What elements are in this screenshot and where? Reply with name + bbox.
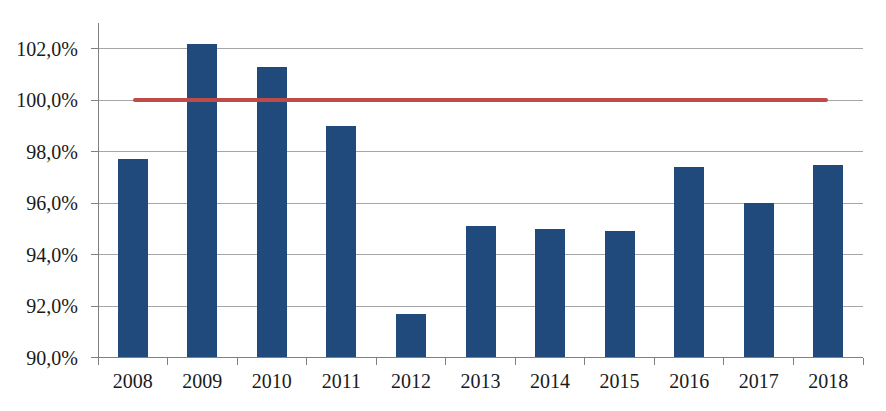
x-axis-tick (723, 358, 724, 365)
bar-2012 (396, 314, 426, 358)
y-axis-tick (91, 306, 98, 307)
bar-2011 (326, 126, 356, 358)
y-tick-label: 92,0% (0, 296, 78, 316)
y-axis-tick (91, 100, 98, 101)
y-axis-line (98, 23, 99, 358)
x-tick-label: 2017 (724, 370, 794, 392)
x-axis-tick (376, 358, 377, 365)
x-axis-tick (237, 358, 238, 365)
bar-2017 (744, 203, 774, 357)
reference-line (133, 98, 828, 102)
bar-2010 (257, 67, 287, 358)
x-axis-tick (445, 358, 446, 365)
x-tick-label: 2012 (376, 370, 446, 392)
x-tick-label: 2015 (585, 370, 655, 392)
y-tick-label: 96,0% (0, 193, 78, 213)
x-axis-tick (863, 358, 864, 365)
x-tick-label: 2018 (793, 370, 863, 392)
y-axis-tick (91, 203, 98, 204)
plot-area (98, 23, 863, 358)
bar-2016 (674, 167, 704, 357)
bar-2014 (535, 229, 565, 358)
x-axis-tick (584, 358, 585, 365)
x-axis-tick (793, 358, 794, 365)
y-axis-tick (91, 48, 98, 49)
x-tick-label: 2008 (98, 370, 168, 392)
y-tick-label: 102,0% (0, 39, 78, 59)
y-axis-tick (91, 151, 98, 152)
x-axis-tick (306, 358, 307, 365)
x-tick-label: 2013 (446, 370, 516, 392)
x-tick-label: 2009 (168, 370, 238, 392)
x-tick-label: 2016 (654, 370, 724, 392)
x-tick-label: 2011 (307, 370, 377, 392)
y-tick-label: 98,0% (0, 142, 78, 162)
y-tick-label: 90,0% (0, 348, 78, 368)
y-tick-label: 94,0% (0, 245, 78, 265)
bar-chart: 90,0% 92,0% 94,0% 96,0% 98,0% 100,0% 102,0% 200… (0, 0, 886, 411)
y-tick-label: 100,0% (0, 90, 78, 110)
bar-2013 (466, 226, 496, 357)
x-tick-label: 2014 (515, 370, 585, 392)
bar-2009 (187, 44, 217, 358)
x-tick-label: 2010 (237, 370, 307, 392)
bar-2015 (605, 231, 635, 357)
bar-2018 (813, 165, 843, 358)
x-axis-tick (515, 358, 516, 365)
x-axis-tick (167, 358, 168, 365)
x-axis-tick (98, 358, 99, 365)
x-axis-tick (654, 358, 655, 365)
y-axis-tick (91, 254, 98, 255)
bar-2008 (118, 159, 148, 357)
